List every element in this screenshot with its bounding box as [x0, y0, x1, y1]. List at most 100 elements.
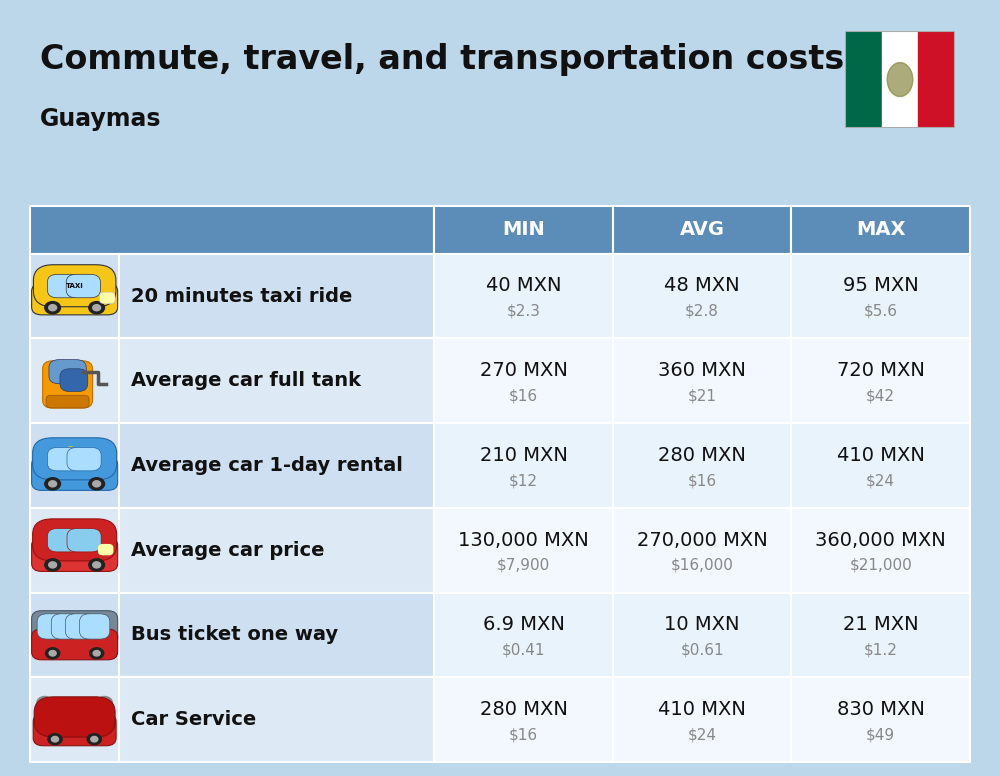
- Text: $16: $16: [509, 389, 538, 404]
- Text: AVG: AVG: [680, 220, 725, 239]
- Text: $2.8: $2.8: [685, 304, 719, 319]
- FancyBboxPatch shape: [434, 593, 613, 677]
- FancyBboxPatch shape: [613, 338, 791, 423]
- Circle shape: [46, 648, 60, 659]
- Circle shape: [89, 559, 105, 571]
- FancyBboxPatch shape: [791, 593, 970, 677]
- Text: 40 MXN: 40 MXN: [486, 276, 561, 296]
- FancyBboxPatch shape: [66, 275, 100, 298]
- Circle shape: [45, 302, 61, 314]
- Text: 720 MXN: 720 MXN: [837, 361, 925, 380]
- Text: 270 MXN: 270 MXN: [480, 361, 567, 380]
- Text: 95 MXN: 95 MXN: [843, 276, 919, 296]
- FancyBboxPatch shape: [32, 456, 118, 490]
- FancyBboxPatch shape: [67, 528, 101, 552]
- FancyBboxPatch shape: [434, 338, 613, 423]
- Text: 48 MXN: 48 MXN: [664, 276, 740, 296]
- FancyBboxPatch shape: [613, 423, 791, 508]
- FancyBboxPatch shape: [30, 508, 119, 593]
- Text: 830 MXN: 830 MXN: [837, 700, 925, 719]
- Text: Average car price: Average car price: [131, 541, 325, 559]
- Circle shape: [93, 481, 101, 487]
- FancyBboxPatch shape: [119, 423, 434, 508]
- Circle shape: [887, 63, 913, 96]
- FancyBboxPatch shape: [60, 369, 88, 392]
- Text: 21 MXN: 21 MXN: [843, 615, 919, 634]
- FancyBboxPatch shape: [613, 593, 791, 677]
- FancyBboxPatch shape: [37, 614, 67, 639]
- FancyBboxPatch shape: [65, 614, 96, 639]
- Text: $5.6: $5.6: [864, 304, 898, 319]
- FancyBboxPatch shape: [46, 395, 89, 408]
- Text: $49: $49: [866, 727, 895, 743]
- FancyBboxPatch shape: [47, 275, 82, 298]
- Text: 20 minutes taxi ride: 20 minutes taxi ride: [131, 286, 353, 306]
- Text: Commute, travel, and transportation costs: Commute, travel, and transportation cost…: [40, 43, 844, 76]
- Text: $21: $21: [688, 389, 717, 404]
- Circle shape: [87, 733, 101, 745]
- FancyBboxPatch shape: [32, 283, 118, 315]
- Text: TAXI: TAXI: [66, 282, 84, 289]
- Circle shape: [93, 650, 100, 656]
- Text: 360,000 MXN: 360,000 MXN: [815, 531, 946, 549]
- FancyBboxPatch shape: [30, 206, 434, 254]
- FancyBboxPatch shape: [613, 677, 791, 762]
- Text: 10 MXN: 10 MXN: [664, 615, 740, 634]
- FancyBboxPatch shape: [119, 677, 434, 762]
- FancyBboxPatch shape: [80, 614, 110, 639]
- FancyBboxPatch shape: [434, 206, 613, 254]
- Text: $1.2: $1.2: [864, 643, 898, 658]
- FancyBboxPatch shape: [791, 508, 970, 593]
- Circle shape: [63, 444, 79, 456]
- Text: $7,900: $7,900: [497, 558, 550, 573]
- Circle shape: [48, 733, 62, 745]
- Text: 280 MXN: 280 MXN: [658, 446, 746, 465]
- Text: Guaymas: Guaymas: [40, 107, 162, 131]
- FancyBboxPatch shape: [43, 361, 93, 408]
- FancyBboxPatch shape: [434, 508, 613, 593]
- Circle shape: [49, 481, 57, 487]
- FancyBboxPatch shape: [434, 254, 613, 338]
- Circle shape: [89, 478, 105, 490]
- Circle shape: [89, 302, 105, 314]
- Text: 410 MXN: 410 MXN: [837, 446, 925, 465]
- FancyBboxPatch shape: [49, 359, 86, 383]
- FancyBboxPatch shape: [32, 629, 118, 660]
- FancyBboxPatch shape: [791, 254, 970, 338]
- FancyBboxPatch shape: [791, 338, 970, 423]
- Text: Average car 1-day rental: Average car 1-day rental: [131, 456, 403, 475]
- FancyBboxPatch shape: [32, 538, 118, 571]
- FancyBboxPatch shape: [47, 448, 82, 471]
- Text: $24: $24: [688, 727, 717, 743]
- Circle shape: [93, 305, 101, 310]
- FancyBboxPatch shape: [30, 254, 119, 338]
- Text: Average car full tank: Average car full tank: [131, 372, 361, 390]
- Text: $16: $16: [509, 727, 538, 743]
- Text: $16,000: $16,000: [671, 558, 734, 573]
- FancyBboxPatch shape: [613, 206, 791, 254]
- Bar: [845, 31, 882, 128]
- Circle shape: [37, 697, 53, 708]
- Circle shape: [45, 559, 61, 571]
- FancyBboxPatch shape: [33, 519, 117, 561]
- FancyBboxPatch shape: [434, 423, 613, 508]
- FancyBboxPatch shape: [30, 338, 119, 423]
- Text: $21,000: $21,000: [849, 558, 912, 573]
- FancyBboxPatch shape: [119, 508, 434, 593]
- FancyBboxPatch shape: [613, 254, 791, 338]
- Text: $12: $12: [509, 473, 538, 488]
- Bar: [882, 31, 918, 128]
- Circle shape: [49, 650, 56, 656]
- FancyBboxPatch shape: [67, 448, 101, 471]
- Circle shape: [49, 562, 57, 568]
- Text: 360 MXN: 360 MXN: [658, 361, 746, 380]
- FancyBboxPatch shape: [34, 697, 115, 737]
- Text: MAX: MAX: [856, 220, 905, 239]
- Text: 210 MXN: 210 MXN: [480, 446, 567, 465]
- Text: $0.61: $0.61: [680, 643, 724, 658]
- Circle shape: [45, 478, 61, 490]
- Circle shape: [97, 697, 112, 708]
- Text: Bus ticket one way: Bus ticket one way: [131, 625, 338, 644]
- FancyBboxPatch shape: [30, 423, 119, 508]
- Text: $42: $42: [866, 389, 895, 404]
